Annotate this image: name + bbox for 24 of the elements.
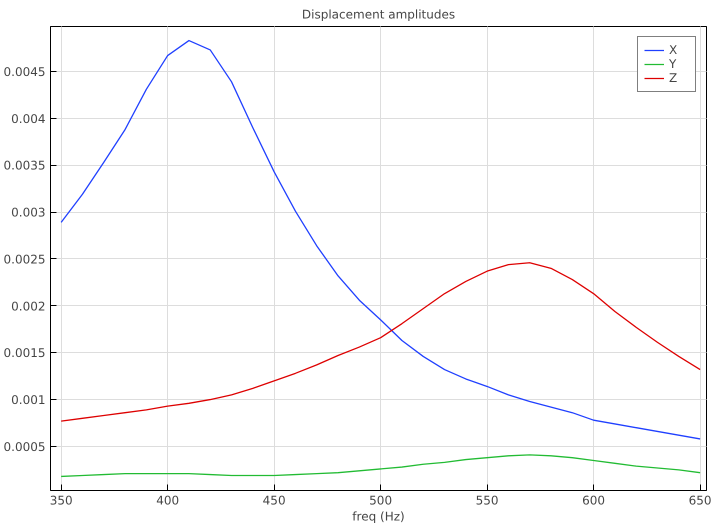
y-tick-label: 0.003 [11, 206, 46, 220]
x-tick-label: 450 [262, 494, 286, 508]
legend-label: Z [669, 71, 678, 85]
x-axis-title: freq (Hz) [352, 510, 405, 524]
y-tick-label: 0.0015 [4, 346, 46, 360]
line-series [60, 262, 701, 422]
x-tick-label: 350 [50, 494, 73, 508]
x-tick-label: 550 [476, 494, 499, 508]
x-tick-label: 650 [688, 494, 712, 508]
x-tick-label: 600 [582, 494, 606, 508]
y-tick-label: 0.002 [11, 299, 46, 314]
line-series [60, 454, 701, 478]
y-tick-label: 0.001 [11, 393, 46, 408]
line-series [60, 40, 701, 440]
chart-title: Displacement amplitudes [302, 8, 456, 22]
y-tick-label: 0.0005 [4, 440, 46, 454]
y-tick-label: 0.0025 [4, 252, 46, 266]
x-tick-label: 400 [156, 494, 180, 508]
legend-label: Y [669, 57, 678, 71]
legend-label: X [669, 43, 678, 57]
y-tick-label: 0.0045 [4, 64, 46, 79]
y-tick-label: 0.004 [11, 112, 46, 126]
x-tick-label: 500 [369, 494, 392, 508]
y-tick-label: 0.0035 [4, 158, 46, 173]
